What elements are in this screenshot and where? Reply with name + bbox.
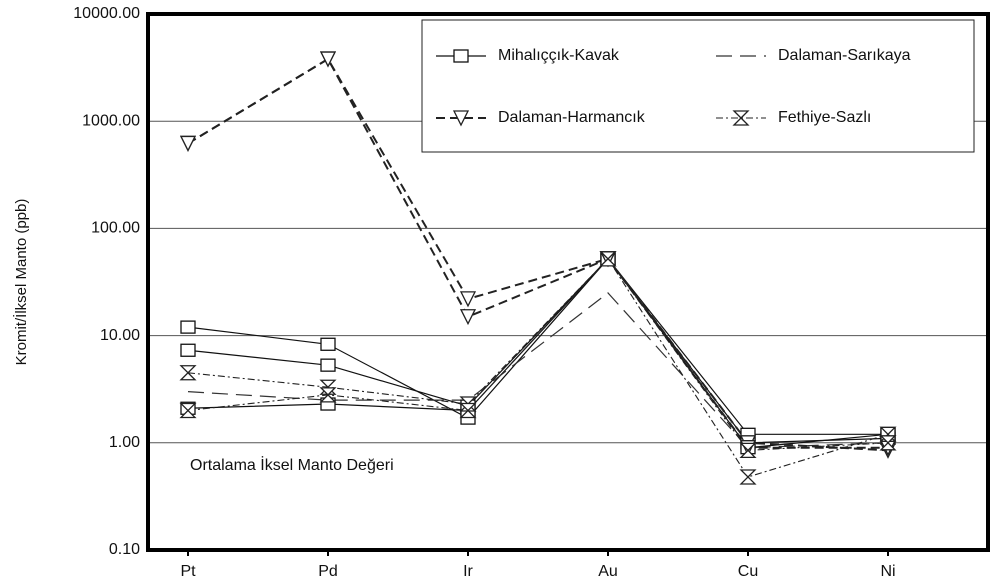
marker — [459, 309, 477, 326]
y-axis-label: Kromit/İlksel Manto (ppb) — [12, 199, 30, 366]
marker — [453, 49, 469, 63]
series-line — [187, 257, 889, 449]
x-tick-label: Pd — [318, 563, 338, 580]
marker — [739, 442, 757, 459]
marker — [320, 337, 336, 351]
series-line — [187, 292, 889, 449]
marker — [599, 251, 617, 267]
x-tick-label: Ni — [880, 563, 895, 580]
y-tick-label: 1.00 — [109, 434, 140, 451]
legend-box — [421, 19, 975, 153]
marker — [179, 135, 197, 152]
y-tick-label: 0.10 — [109, 541, 140, 558]
x-tick-label: Pt — [180, 563, 196, 580]
marker — [319, 387, 337, 403]
legend-label: Fethiye-Sazlı — [778, 109, 871, 126]
legend-label: Mihalıççık-Kavak — [498, 47, 620, 64]
marker — [732, 110, 750, 126]
marker — [459, 291, 477, 308]
x-tick-label: Ir — [463, 563, 473, 580]
marker — [459, 402, 477, 419]
series-line — [187, 257, 889, 444]
marker — [180, 320, 196, 334]
marker — [879, 435, 897, 451]
y-tick-label: 1000.00 — [82, 112, 140, 129]
x-tick-label: Au — [598, 563, 618, 580]
series-line — [187, 57, 888, 449]
y-tick-label: 100.00 — [91, 220, 140, 237]
marker — [320, 358, 336, 372]
series-line — [187, 57, 889, 452]
series-line — [187, 257, 889, 478]
marker — [319, 51, 337, 68]
marker — [180, 343, 196, 357]
marker — [739, 469, 757, 485]
x-tick-label: Cu — [738, 563, 758, 580]
y-tick-label: 10.00 — [100, 327, 140, 344]
series-line — [187, 257, 888, 435]
marker — [452, 110, 470, 127]
marker — [179, 365, 197, 381]
annotation: Ortalama İksel Manto Değeri — [190, 455, 394, 474]
legend-label: Dalaman-Sarıkaya — [778, 47, 911, 64]
marker — [179, 402, 197, 419]
y-tick-label: 10000.00 — [73, 5, 140, 22]
legend-label: Dalaman-Harmancık — [498, 109, 646, 126]
plot-frame — [146, 12, 990, 552]
